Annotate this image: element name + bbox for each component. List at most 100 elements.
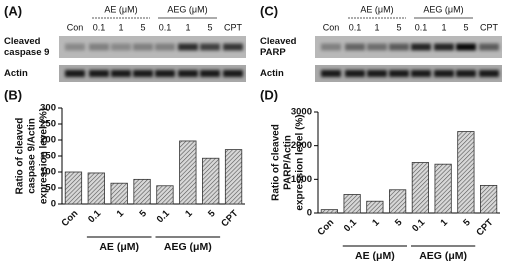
bar <box>87 172 105 205</box>
lane-label: 0.1 <box>93 22 106 32</box>
x-tick-label: Con <box>60 208 81 229</box>
blot-band <box>479 70 499 77</box>
x-tick-label: CPT <box>474 217 495 238</box>
x-tick-label: 0.1 <box>155 208 173 226</box>
panel-label: (D) <box>260 87 278 102</box>
lane-label: 0.1 <box>159 22 172 32</box>
blot-band <box>479 43 499 51</box>
x-tick-label: 5 <box>393 217 405 229</box>
x-tick-label: 0.1 <box>410 217 428 235</box>
blot-band <box>223 43 243 51</box>
lane-label: CPT <box>224 22 243 32</box>
blot-band <box>456 70 476 77</box>
y-tick-label: 0 <box>307 208 312 219</box>
lane-label: 1 <box>118 22 123 32</box>
x-tick-label: CPT <box>219 208 240 229</box>
bar <box>133 178 151 205</box>
bar <box>366 200 384 214</box>
lane-label: 1 <box>441 22 446 32</box>
blot-band <box>223 70 243 77</box>
x-tick-label: 1 <box>183 208 195 220</box>
group-label: AEG (μM) <box>423 4 463 14</box>
y-tick-label: 0 <box>51 199 56 210</box>
group-label: AEG (μM) <box>419 250 467 262</box>
blot-band <box>411 43 431 51</box>
y-axis-label: Ratio of cleaved <box>15 118 26 195</box>
y-axis-label: PARP/Actin <box>283 135 294 190</box>
blot-band <box>178 43 198 51</box>
bar <box>320 209 338 214</box>
y-axis-label: caspase 9/Actin <box>27 118 38 194</box>
y-tick-label: 250 <box>40 119 56 130</box>
y-tick-label: 1000 <box>291 174 312 185</box>
x-tick-label: 5 <box>461 217 473 229</box>
blot-band <box>389 43 409 51</box>
bar <box>343 194 361 214</box>
y-axis-label: expression level (%) <box>295 114 306 210</box>
lane-label: Con <box>323 22 340 32</box>
group-label: AEG (μM) <box>164 241 212 253</box>
blot-band <box>89 70 109 77</box>
lane-label: CPT <box>480 22 499 32</box>
bar <box>179 140 197 205</box>
bar <box>156 185 174 205</box>
y-axis-label: Ratio of cleaved <box>271 124 282 201</box>
x-tick-label: 1 <box>370 217 382 229</box>
row-label: Cleaved <box>4 36 41 47</box>
group-label: AEG (μM) <box>167 4 207 14</box>
bar <box>202 157 220 205</box>
row-label: Actin <box>4 68 28 79</box>
blot-band <box>133 70 153 77</box>
bar <box>64 171 83 205</box>
blot-band <box>89 43 109 51</box>
x-tick-label: 1 <box>115 208 127 220</box>
lane-label: 5 <box>463 22 468 32</box>
blot-band <box>111 43 131 51</box>
y-tick-label: 300 <box>40 103 56 114</box>
blot-band <box>178 70 198 77</box>
y-tick-label: 50 <box>45 183 56 194</box>
row-label: Cleaved <box>260 36 297 47</box>
bar <box>110 182 128 205</box>
panel-label: (B) <box>4 87 22 102</box>
bar <box>411 162 429 214</box>
x-tick-label: 1 <box>439 217 451 229</box>
bar <box>224 149 243 205</box>
lane-label: 0.1 <box>415 22 428 32</box>
blot-band <box>434 43 454 51</box>
blot-band <box>133 43 153 51</box>
y-axis-label: expression level (%) <box>39 108 50 204</box>
blot-band <box>65 43 85 51</box>
x-tick-label: 0.1 <box>342 217 360 235</box>
group-label: AE (μM) <box>104 4 137 14</box>
row-label: caspase 9 <box>4 47 49 58</box>
blot-band <box>321 70 341 77</box>
group-label: AE (μM) <box>99 241 139 253</box>
blot-band <box>367 43 387 51</box>
y-tick-label: 2000 <box>291 140 312 151</box>
panel-label: (C) <box>260 3 278 18</box>
blot-band <box>367 70 387 77</box>
blot-band <box>155 43 175 51</box>
x-tick-label: 0.1 <box>86 208 104 226</box>
x-tick-label: 5 <box>137 208 149 220</box>
group-label: AE (μM) <box>355 250 395 262</box>
bar <box>389 189 407 214</box>
row-label: PARP <box>260 47 286 58</box>
blot-band <box>200 70 220 77</box>
blot-band <box>411 70 431 77</box>
y-tick-label: 150 <box>40 151 56 162</box>
y-tick-label: 100 <box>40 167 56 178</box>
lane-label: Con <box>67 22 84 32</box>
x-tick-label: 5 <box>206 208 218 220</box>
lane-label: 1 <box>374 22 379 32</box>
bar <box>434 163 452 214</box>
blot-band <box>434 70 454 77</box>
bar <box>457 131 475 214</box>
lane-label: 0.1 <box>349 22 362 32</box>
blot-band <box>389 70 409 77</box>
row-label: Actin <box>260 68 284 79</box>
y-tick-label: 200 <box>40 135 56 146</box>
blot-band <box>65 70 85 77</box>
